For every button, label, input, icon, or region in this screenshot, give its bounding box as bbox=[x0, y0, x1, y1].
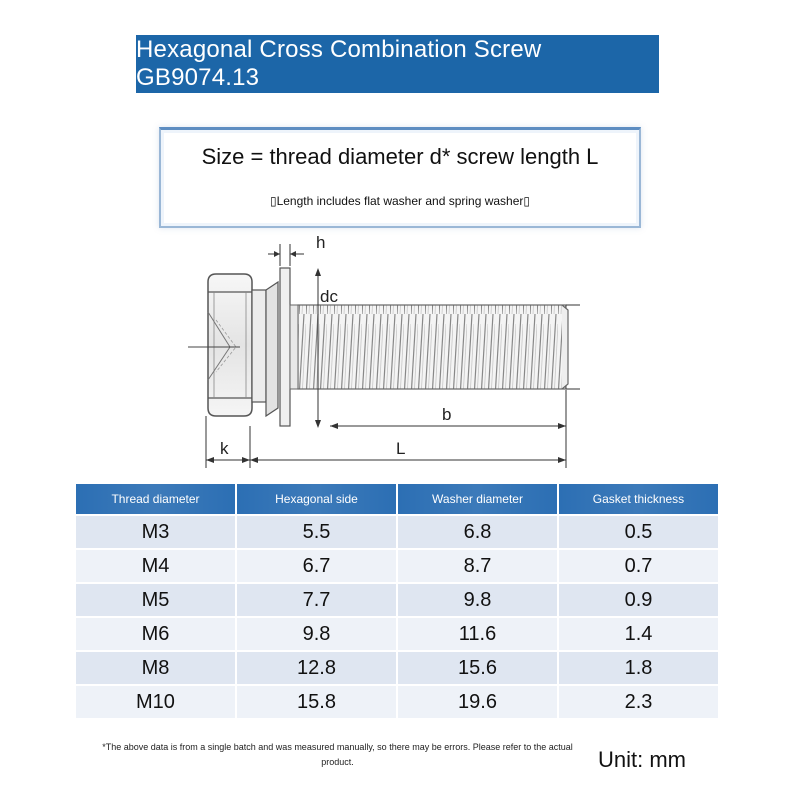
cell-gasket: 1.4 bbox=[558, 618, 718, 650]
page-title: Hexagonal Cross Combination Screw GB9074… bbox=[136, 36, 542, 91]
cell-washer: 11.6 bbox=[398, 618, 557, 650]
cell-gasket: 2.3 bbox=[558, 686, 718, 718]
cell-hex: 7.7 bbox=[236, 584, 397, 616]
table-row: M3 5.5 6.8 0.5 bbox=[76, 516, 718, 548]
cell-hex: 15.8 bbox=[236, 686, 397, 718]
table-row: M8 12.8 15.6 1.8 bbox=[76, 652, 718, 684]
cell-washer: 19.6 bbox=[398, 686, 557, 718]
cell-hex: 12.8 bbox=[236, 652, 397, 684]
cell-washer: 15.6 bbox=[398, 652, 557, 684]
dimension-dc: dc bbox=[315, 268, 338, 428]
screw-shank bbox=[297, 304, 569, 390]
cell-thread: M10 bbox=[76, 686, 235, 718]
cell-thread: M6 bbox=[76, 618, 235, 650]
header-washer-diameter: Washer diameter bbox=[398, 484, 557, 514]
table-row: M10 15.8 19.6 2.3 bbox=[76, 686, 718, 718]
table-row: M4 6.7 8.7 0.7 bbox=[76, 550, 718, 582]
size-formula: Size = thread diameter d* screw length L bbox=[201, 144, 599, 169]
label-dc: dc bbox=[320, 287, 338, 306]
header-gasket-thickness: Gasket thickness bbox=[558, 484, 718, 514]
washer-collar bbox=[251, 289, 267, 403]
table-header-row: Thread diameter Hexagonal side Washer di… bbox=[76, 484, 718, 514]
cell-washer: 6.8 bbox=[398, 516, 557, 548]
cell-washer: 8.7 bbox=[398, 550, 557, 582]
screw-diagram: h dc d b k L bbox=[188, 233, 580, 468]
cell-thread: M4 bbox=[76, 550, 235, 582]
unit-label: Unit: mm bbox=[598, 747, 686, 772]
cell-gasket: 0.9 bbox=[558, 584, 718, 616]
header-hexagonal-side: Hexagonal side bbox=[236, 484, 397, 514]
dimension-k: k bbox=[205, 416, 251, 468]
cell-gasket: 0.7 bbox=[558, 550, 718, 582]
length-note: ▯Length includes flat washer and spring … bbox=[269, 194, 531, 208]
table-row: M5 7.7 9.8 0.9 bbox=[76, 584, 718, 616]
cell-thread: M8 bbox=[76, 652, 235, 684]
cell-washer: 9.8 bbox=[398, 584, 557, 616]
cell-hex: 6.7 bbox=[236, 550, 397, 582]
dimension-b: b bbox=[330, 390, 567, 436]
label-k: k bbox=[220, 439, 229, 458]
cell-hex: 9.8 bbox=[236, 618, 397, 650]
cell-hex: 5.5 bbox=[236, 516, 397, 548]
label-b: b bbox=[442, 405, 451, 424]
hex-head bbox=[188, 273, 253, 417]
cell-gasket: 1.8 bbox=[558, 652, 718, 684]
cell-thread: M5 bbox=[76, 584, 235, 616]
spec-table: Thread diameter Hexagonal side Washer di… bbox=[74, 482, 720, 720]
title-banner: Hexagonal Cross Combination Screw GB9074… bbox=[136, 35, 659, 93]
size-formula-box: Size = thread diameter d* screw length L… bbox=[159, 127, 641, 228]
spring-washer bbox=[265, 280, 279, 418]
dimension-d: d bbox=[566, 304, 580, 390]
table-row: M6 9.8 11.6 1.4 bbox=[76, 618, 718, 650]
label-L: L bbox=[396, 439, 405, 458]
cell-gasket: 0.5 bbox=[558, 516, 718, 548]
flat-washer bbox=[279, 267, 291, 427]
header-thread-diameter: Thread diameter bbox=[76, 484, 235, 514]
disclaimer-footnote: *The above data is from a single batch a… bbox=[102, 742, 573, 767]
label-h: h bbox=[316, 233, 325, 252]
cell-thread: M3 bbox=[76, 516, 235, 548]
dimension-h: h bbox=[268, 233, 325, 266]
dimension-L: L bbox=[250, 436, 567, 468]
